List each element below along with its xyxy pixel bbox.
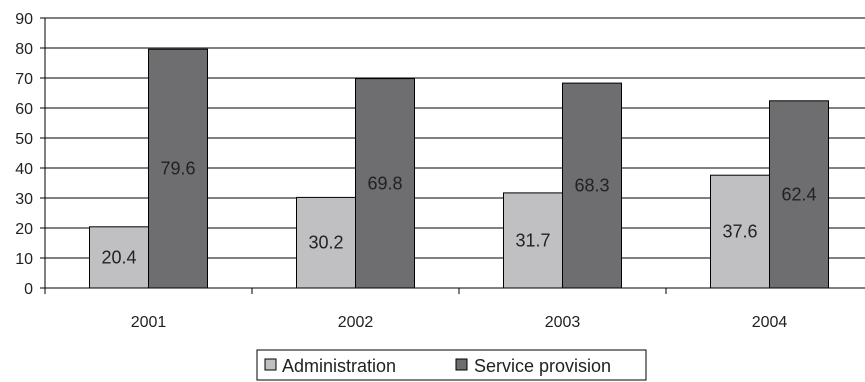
y-tick-label: 30: [15, 191, 33, 208]
y-tick-label: 40: [15, 161, 33, 178]
y-tick-label: 50: [15, 131, 33, 148]
data-label: 30.2: [308, 233, 343, 253]
data-label: 68.3: [574, 176, 609, 196]
axes: [40, 17, 865, 294]
bars: [89, 48, 829, 289]
x-tick-label: 2003: [545, 314, 581, 331]
y-tick-label: 60: [15, 101, 33, 118]
y-tick-label: 10: [15, 251, 33, 268]
x-tick-labels: 2001 2002 2003 2004: [131, 314, 788, 331]
legend-label-service-provision: Service provision: [474, 356, 611, 376]
data-label: 20.4: [101, 247, 136, 267]
data-label: 37.6: [722, 222, 757, 242]
data-label: 62.4: [781, 184, 816, 204]
legend-frame: [256, 349, 647, 381]
y-tick-label: 20: [15, 221, 33, 238]
bar-service-provision-2004: [769, 100, 829, 289]
bar-service-provision-2003: [562, 82, 622, 289]
y-tick-label: 0: [24, 281, 33, 298]
bar-administration-2004: [710, 174, 770, 289]
legend: Administration Service provision: [256, 349, 647, 381]
data-label: 79.6: [160, 159, 195, 179]
legend-swatch-service-provision: [455, 358, 468, 371]
y-tick-labels: 0 10 20 30 40 50 60 70 80 90: [15, 11, 33, 298]
y-tick-label: 90: [15, 11, 33, 28]
data-label: 69.8: [367, 173, 402, 193]
data-label: 31.7: [515, 230, 550, 250]
data-labels: 20.4 79.6 30.2 69.8 31.7 68.3 37.6 62.4: [101, 159, 816, 268]
legend-swatch-administration: [264, 358, 277, 371]
y-tick-label: 70: [15, 71, 33, 88]
legend-label-administration: Administration: [282, 356, 396, 376]
x-tick-label: 2001: [131, 314, 167, 331]
x-tick-label: 2002: [338, 314, 374, 331]
y-tick-label: 80: [15, 41, 33, 58]
x-tick-label: 2004: [752, 314, 788, 331]
